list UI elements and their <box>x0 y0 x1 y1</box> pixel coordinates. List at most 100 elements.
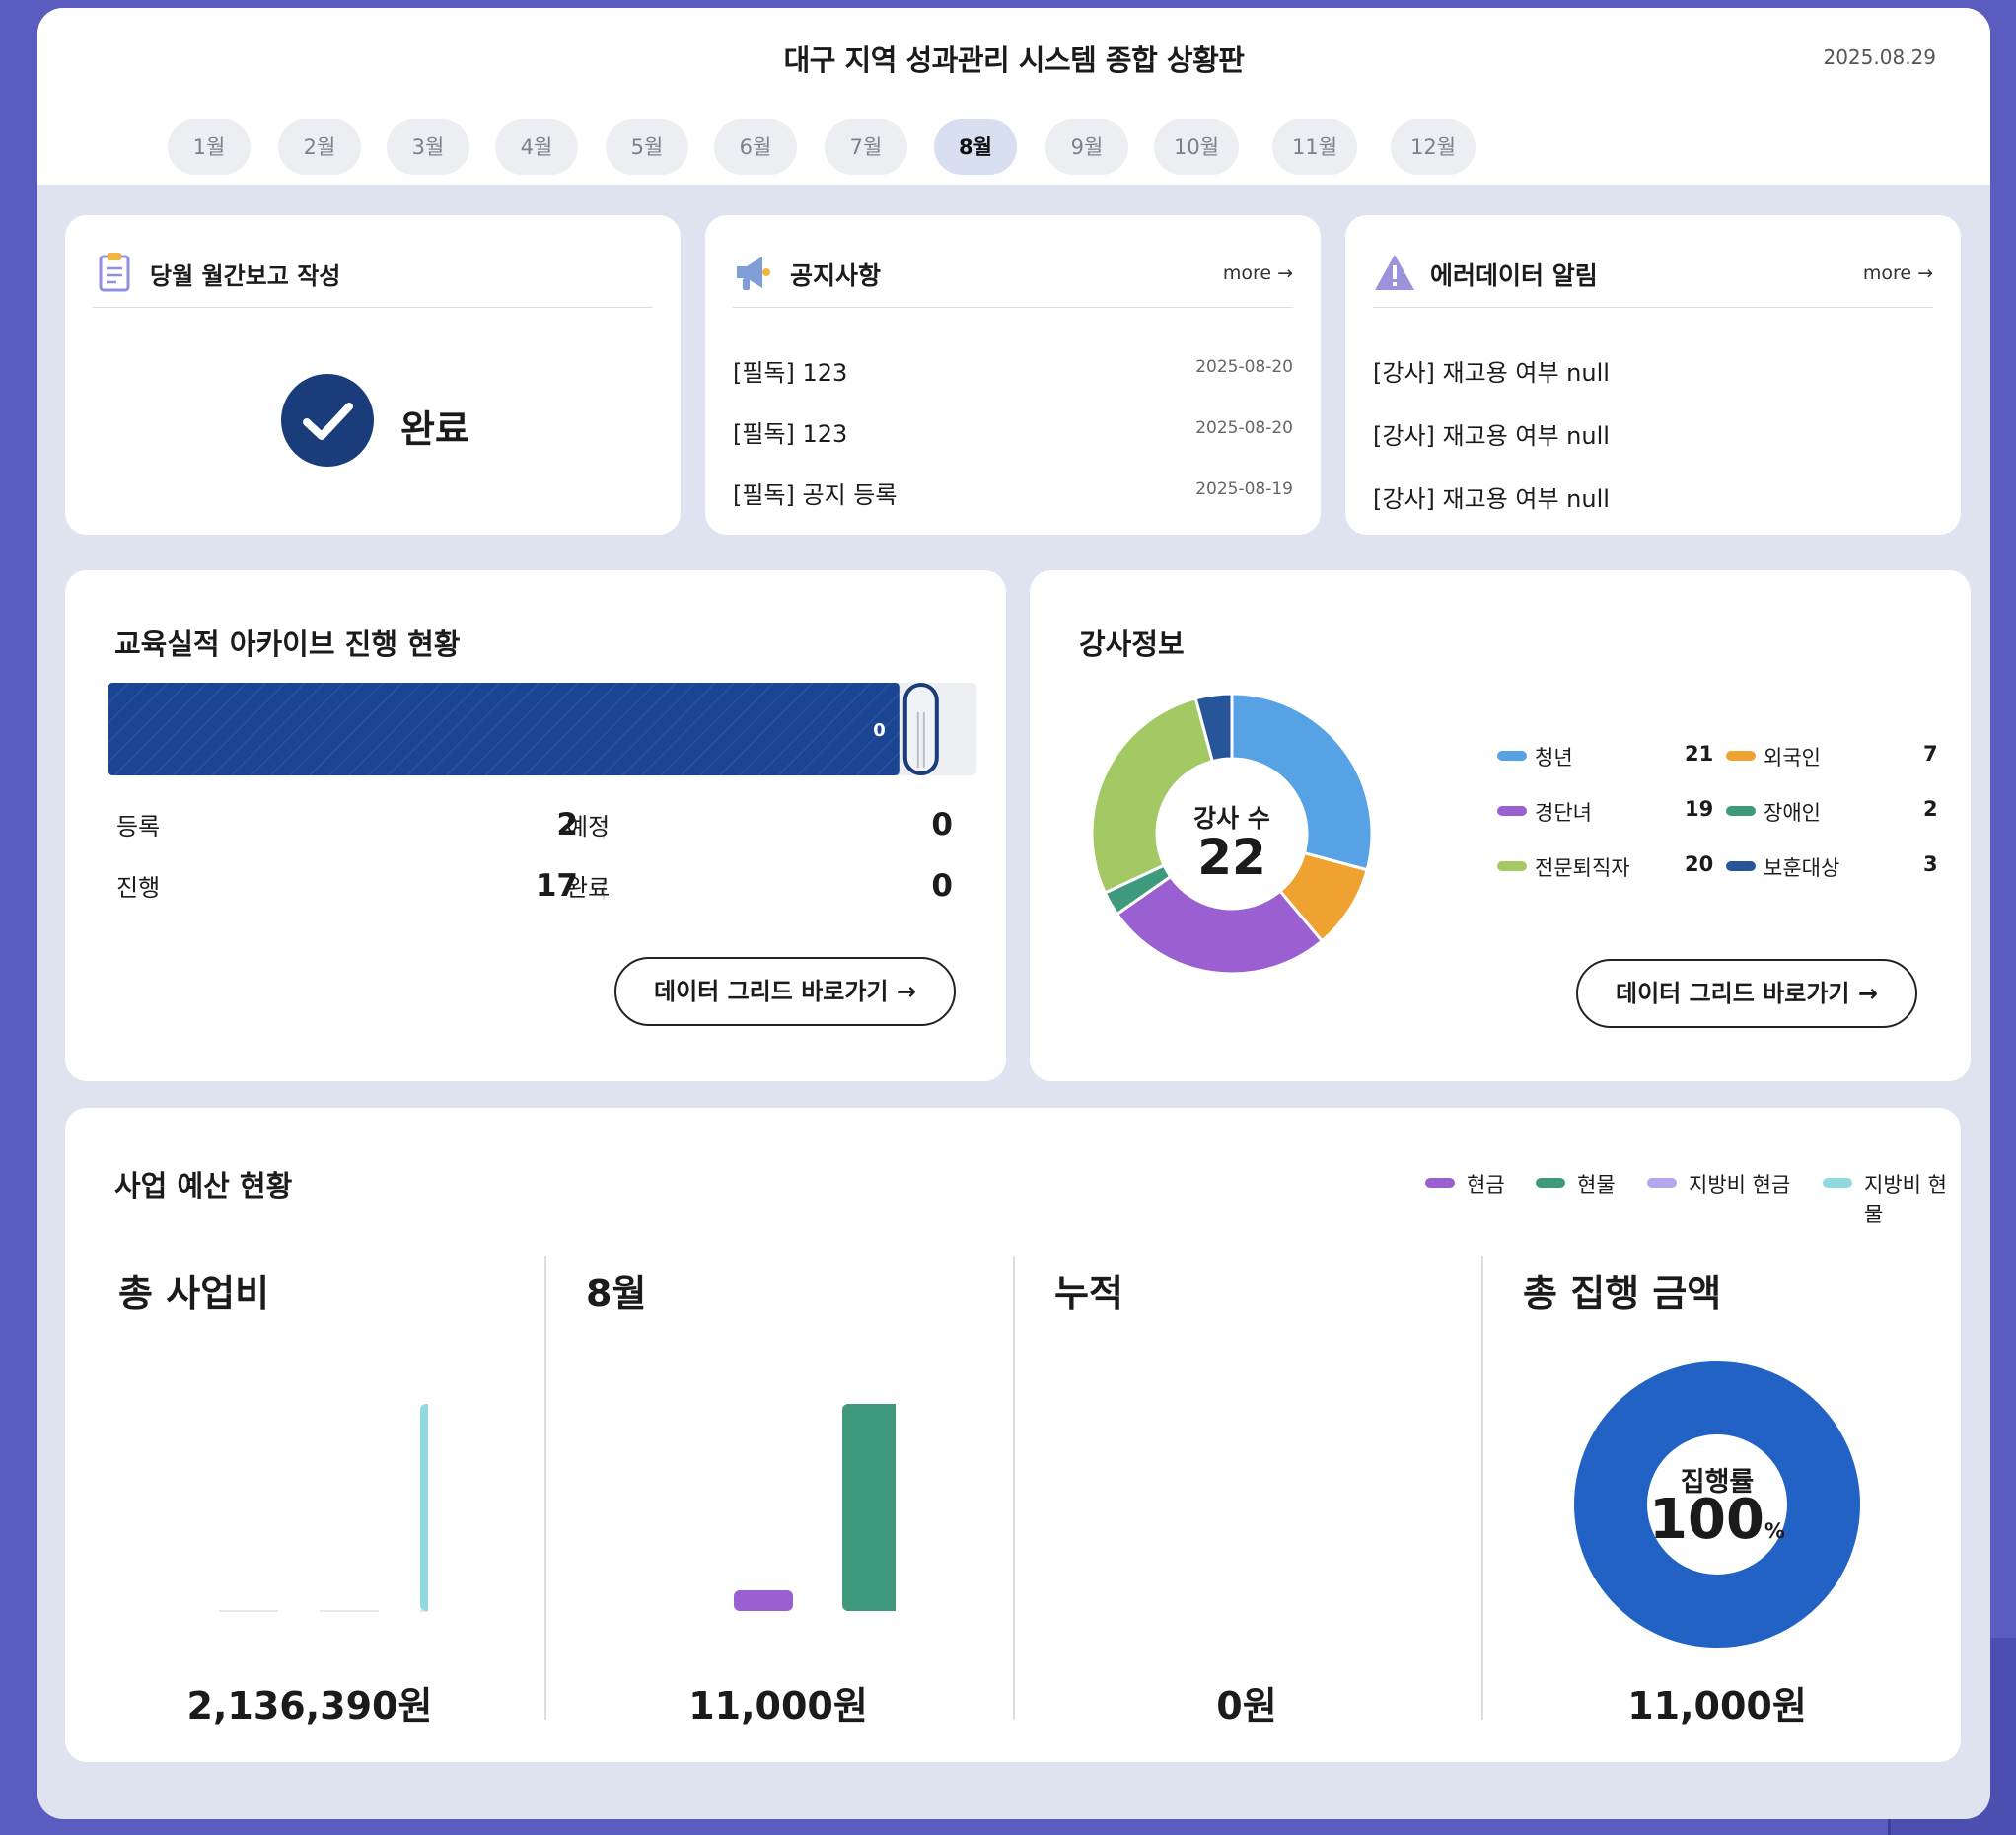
notice-item-text: [필독] 공지 등록 <box>733 481 898 509</box>
tab-month[interactable]: 11월 <box>1272 119 1358 175</box>
notice-item[interactable]: [필독] 공지 등록 2025-08-19 <box>733 476 1293 510</box>
notice-item-date: 2025-08-19 <box>1195 479 1293 499</box>
card-title: 당월 월간보고 작성 <box>150 262 341 290</box>
execution-rate-donut <box>1574 1361 1860 1648</box>
card-title: 에러데이터 알림 <box>1430 261 1598 290</box>
tab-month[interactable]: 10월 <box>1154 119 1240 175</box>
progress-end-cap <box>902 683 939 775</box>
tab-month[interactable]: 4월 <box>495 119 578 175</box>
notice-more-link[interactable]: more → <box>1222 262 1293 284</box>
legend-swatch <box>1823 1178 1852 1188</box>
execution-value: 100 <box>1649 1488 1764 1552</box>
donut-slice <box>1090 697 1215 896</box>
instructor-donut-chart <box>1090 692 1374 976</box>
legend-swatch <box>1726 751 1756 761</box>
error-item[interactable]: [강사] 재고용 여부 null <box>1373 485 1610 513</box>
legend-swatch <box>1726 861 1756 871</box>
donut-slice <box>1193 692 1234 764</box>
legend-label: 지방비 현물 <box>1864 1173 1947 1226</box>
budget-amount: 11,000원 <box>1627 1684 1807 1727</box>
stat-value: 0 <box>931 868 953 904</box>
section-divider <box>1013 1256 1015 1720</box>
bar <box>320 1610 379 1612</box>
budget-section-title: 총 집행 금액 <box>1523 1272 1722 1315</box>
tab-month[interactable]: 3월 <box>387 119 469 175</box>
legend-label: 외국인 <box>1764 746 1821 770</box>
budget-section-title: 8월 <box>586 1272 647 1315</box>
execution-ring <box>1574 1361 1860 1648</box>
tab-month[interactable]: 5월 <box>606 119 688 175</box>
legend-swatch <box>1497 751 1527 761</box>
tab-month[interactable]: 7월 <box>825 119 907 175</box>
error-alert-card: 에러데이터 알림 more → [강사] 재고용 여부 null [강사] 재고… <box>1345 215 1961 535</box>
instructor-info-card: 강사정보 강사 수 22 데이터 그리드 바로가기 → 청년 21 외국인 7 경단녀 1… <box>1030 570 1971 1081</box>
notice-item[interactable]: [필독] 123 2025-08-20 <box>733 353 1293 388</box>
stat-value: 0 <box>931 807 953 843</box>
error-item[interactable]: [강사] 재고용 여부 null <box>1373 359 1610 387</box>
page-title: 대구 지역 성과관리 시스템 종합 상황판 <box>783 43 1245 77</box>
legend-swatch <box>1497 861 1527 871</box>
progress-label: 0 <box>873 720 886 741</box>
notice-item[interactable]: [필독] 123 2025-08-20 <box>733 414 1293 449</box>
legend-label: 지방비 현금 <box>1689 1173 1791 1197</box>
warning-icon <box>1375 255 1414 290</box>
donut-center-label: 강사 수 <box>1193 804 1270 833</box>
tab-month[interactable]: 9월 <box>1045 119 1128 175</box>
tab-month[interactable]: 6월 <box>714 119 797 175</box>
tab-month[interactable]: 1월 <box>168 119 251 175</box>
legend-label: 현물 <box>1577 1173 1616 1197</box>
legend-swatch <box>1497 806 1527 816</box>
execution-value-wrap: 100% <box>1619 1488 1816 1552</box>
card-title: 강사정보 <box>1079 627 1185 661</box>
legend-value: 7 <box>1923 742 1938 766</box>
legend-label: 보훈대상 <box>1764 856 1840 880</box>
report-status: 완료 <box>400 407 469 451</box>
month-tabs: 1월 2월 3월 4월 5월 6월 7월 8월 9월 10월 11월 12월 <box>168 119 1870 175</box>
legend-label: 현금 <box>1467 1173 1505 1197</box>
legend-value: 21 <box>1685 742 1714 766</box>
stat-label: 진행 <box>116 874 161 902</box>
data-grid-button[interactable]: 데이터 그리드 바로가기 → <box>614 957 956 1026</box>
legend-value: 20 <box>1685 852 1714 876</box>
card-header: 당월 월간보고 작성 <box>93 237 653 308</box>
top-bar: 대구 지역 성과관리 시스템 종합 상황판 2025.08.29 1월 2월 3월 4… <box>37 8 1990 185</box>
notice-card: 공지사항 more → [필독] 123 2025-08-20 [필독] 123… <box>705 215 1321 535</box>
archive-progress-card: 교육실적 아카이브 진행 현황 0 등록 2 예정 0 진행 17 완료 <box>65 570 1006 1081</box>
donut-slice <box>1230 692 1374 872</box>
budget-section-title: 총 사업비 <box>118 1272 270 1315</box>
notice-item-date: 2025-08-20 <box>1195 357 1293 377</box>
tab-month[interactable]: 2월 <box>278 119 361 175</box>
execution-unit: % <box>1764 1519 1785 1543</box>
legend-value: 3 <box>1923 852 1938 876</box>
donut-slice <box>1115 874 1325 976</box>
progress-fill <box>108 683 900 775</box>
stat-label: 예정 <box>566 813 611 841</box>
tab-month[interactable]: 8월 <box>934 119 1017 175</box>
archive-progress-bar: 0 <box>108 683 976 775</box>
card-header: 공지사항 more → <box>733 237 1293 308</box>
budget-amount: 0원 <box>1216 1684 1277 1727</box>
section-divider <box>544 1256 546 1720</box>
legend-value: 2 <box>1923 797 1938 821</box>
legend-label: 전문퇴직자 <box>1535 856 1630 880</box>
notice-item-text: [필독] 123 <box>733 420 848 448</box>
bar <box>420 1610 428 1612</box>
bar <box>420 1404 428 1611</box>
budget-section-title: 누적 <box>1054 1272 1123 1315</box>
stat-divider <box>603 817 605 839</box>
check-circle-icon <box>281 374 374 467</box>
tab-month[interactable]: 12월 <box>1391 119 1476 175</box>
monthly-budget-bar-chart <box>734 1404 896 1611</box>
bar <box>219 1610 278 1612</box>
card-title: 공지사항 <box>790 261 882 290</box>
dashboard-frame: 대구 지역 성과관리 시스템 종합 상황판 2025.08.29 1월 2월 3월 4… <box>37 8 1990 1819</box>
monthly-report-card: 당월 월간보고 작성 완료 <box>65 215 681 535</box>
legend-swatch <box>1536 1178 1565 1188</box>
notice-item-date: 2025-08-20 <box>1195 418 1293 438</box>
data-grid-button[interactable]: 데이터 그리드 바로가기 → <box>1576 959 1917 1028</box>
error-item[interactable]: [강사] 재고용 여부 null <box>1373 422 1610 450</box>
notice-item-text: [필독] 123 <box>733 359 848 387</box>
section-divider <box>1481 1256 1483 1720</box>
error-more-link[interactable]: more → <box>1862 262 1933 284</box>
stat-value: 2 <box>556 807 578 843</box>
